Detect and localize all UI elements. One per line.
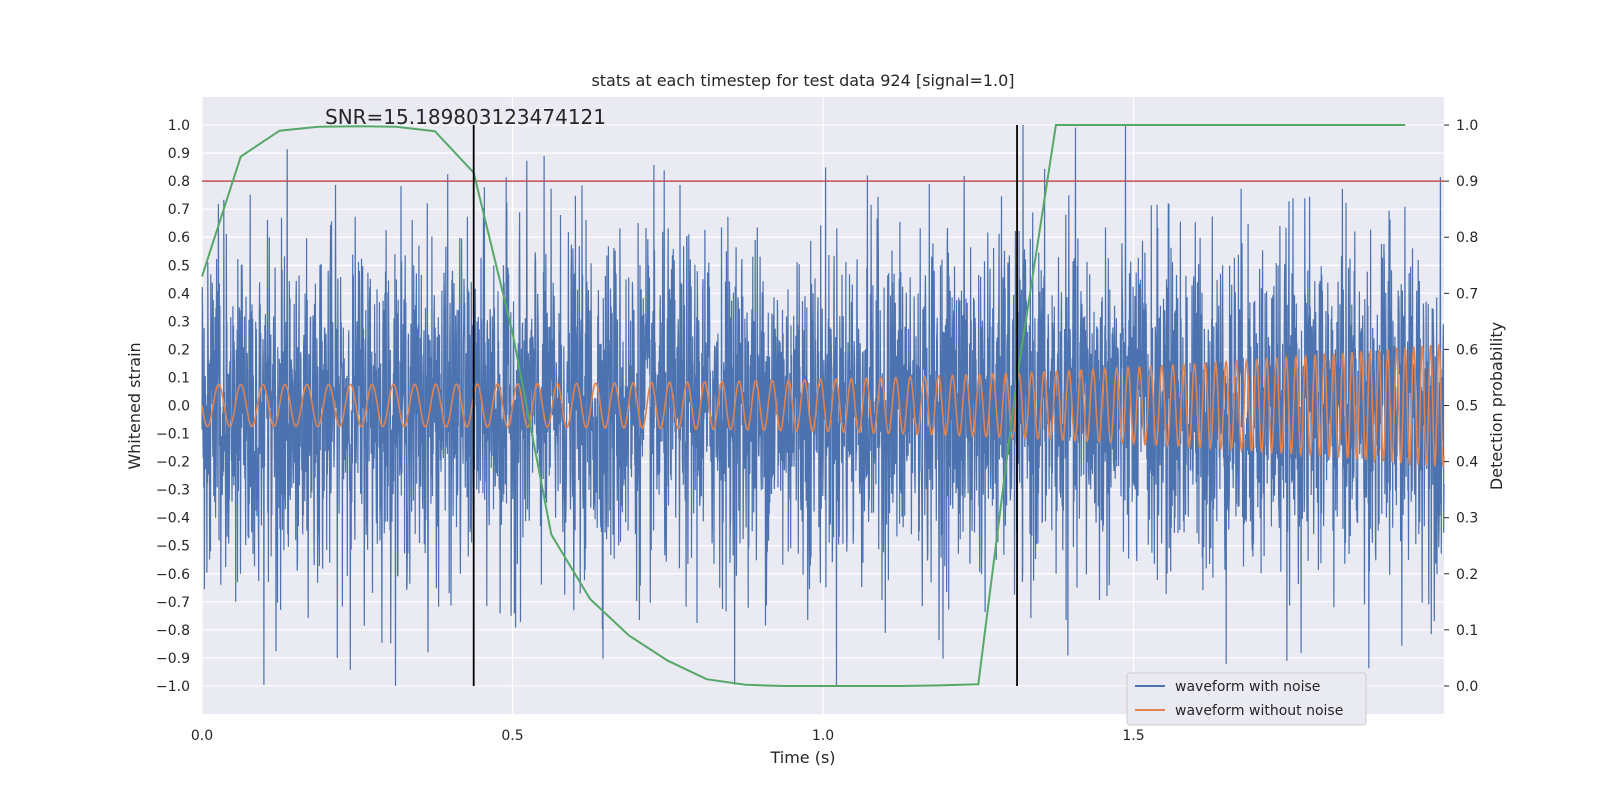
left-y-tick-label: 0.2	[168, 342, 190, 358]
right-y-tick-label: 0.1	[1456, 623, 1478, 639]
left-y-tick-label: 0.4	[168, 286, 190, 302]
left-y-tick-label: −0.3	[156, 483, 190, 499]
right-y-tick-label: 0.3	[1456, 511, 1478, 527]
right-y-tick-label: 0.2	[1456, 567, 1478, 583]
chart-title: stats at each timestep for test data 924…	[591, 71, 1014, 90]
right-y-tick-label: 0.8	[1456, 230, 1478, 246]
right-y-tick-label: 0.5	[1456, 399, 1478, 415]
right-y-tick-label: 0.6	[1456, 342, 1478, 358]
left-y-tick-label: −0.5	[156, 539, 190, 555]
left-y-tick-label: −0.9	[156, 651, 190, 667]
left-y-tick-label: −0.8	[156, 623, 190, 639]
left-y-tick-label: −0.7	[156, 595, 190, 611]
x-axis-label: Time (s)	[769, 748, 835, 767]
x-tick-label: 1.0	[812, 728, 834, 744]
right-y-tick-label: 0.0	[1456, 679, 1478, 695]
left-y-tick-label: 0.1	[168, 370, 190, 386]
left-y-axis-ticks: 1.0 0.9 0.8 0.7 0.6 0.5 0.4 0.3 0.2 0.1 0.0 −0.1 −0.…	[156, 118, 190, 695]
series-layer	[201, 124, 1445, 687]
legend-label-clean: waveform without noise	[1175, 703, 1343, 719]
series-waveform-without-noise	[201, 344, 1445, 468]
x-tick-label: 1.5	[1122, 728, 1144, 744]
x-tick-label: 0.5	[501, 728, 523, 744]
left-y-tick-label: −0.6	[156, 567, 190, 583]
left-y-tick-label: 0.7	[168, 202, 190, 218]
legend-box	[1126, 672, 1367, 726]
plot-area	[201, 97, 1445, 714]
right-y-axis-label: Detection probability	[1487, 322, 1506, 490]
left-y-tick-label: −0.1	[156, 427, 190, 443]
left-y-tick-label: −0.2	[156, 455, 190, 471]
series-waveform-with-noise	[201, 124, 1445, 687]
left-y-tick-label: 0.5	[168, 258, 190, 274]
left-y-tick-label: 0.3	[168, 314, 190, 330]
right-y-tick-label: 0.9	[1456, 174, 1478, 190]
left-y-tick-label: 0.8	[168, 174, 190, 190]
right-y-tick-label: 0.7	[1456, 286, 1478, 302]
right-y-tick-label: 0.4	[1456, 455, 1478, 471]
left-y-tick-label: 0.6	[168, 230, 190, 246]
x-tick-label: 0.0	[191, 728, 213, 744]
left-y-axis-label: Whitened strain	[125, 342, 144, 469]
left-y-tick-label: 0.0	[168, 399, 190, 415]
left-y-tick-label: −0.4	[156, 511, 190, 527]
right-y-tick-label: 1.0	[1456, 118, 1478, 134]
legend-label-noisy: waveform with noise	[1175, 679, 1320, 695]
left-y-tick-label: −1.0	[156, 679, 190, 695]
left-y-tick-label: 1.0	[168, 118, 190, 134]
series-detection-probability	[201, 124, 1406, 687]
left-y-tick-label: 0.9	[168, 146, 190, 162]
snr-annotation: SNR=15.189803123474121	[325, 105, 606, 129]
legend: waveform with noise waveform without noi…	[1126, 672, 1367, 726]
x-axis-ticks: 0.0 0.5 1.0 1.5	[191, 728, 1145, 744]
right-y-axis-ticks: 1.0 0.9 0.8 0.7 0.6 0.5 0.4 0.3 0.2 0.1 0.0	[1444, 118, 1478, 695]
